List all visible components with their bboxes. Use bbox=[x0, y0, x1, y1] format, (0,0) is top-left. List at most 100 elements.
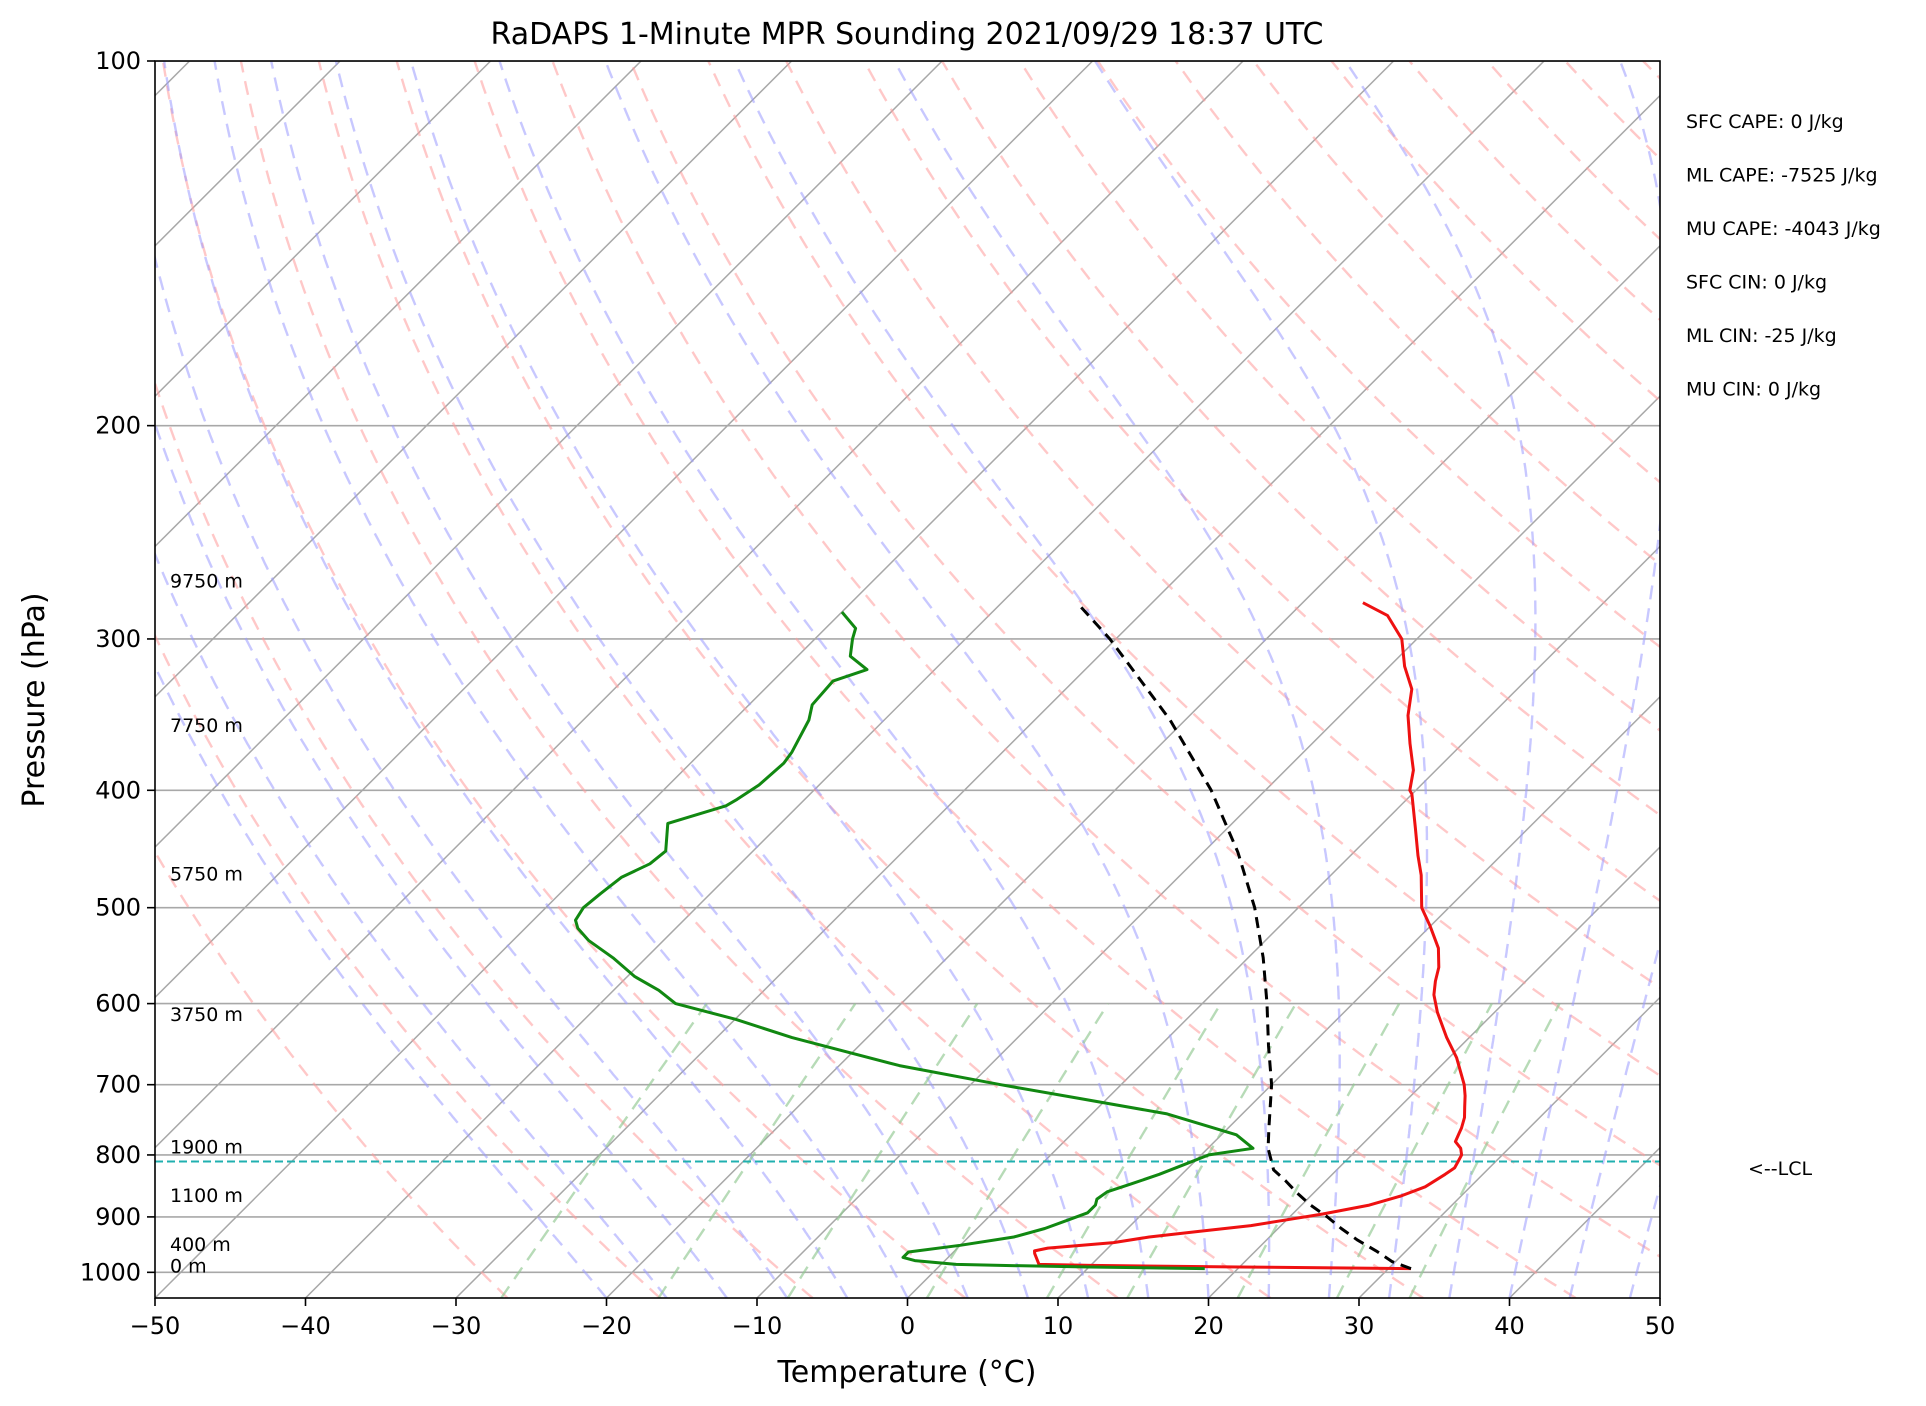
isotherm bbox=[1508, 1146, 1660, 1298]
height-label: 400 m bbox=[170, 1234, 231, 1256]
axes: −50 −40 −30 −20 −10 0 10 20 30 40 50 100 200 300 400 50… bbox=[80, 47, 1675, 1340]
dewpoint-profile bbox=[574, 611, 1255, 1271]
isotherm bbox=[155, 61, 943, 849]
dry-adiabat bbox=[1096, 61, 1660, 649]
moist-adiabat bbox=[155, 551, 668, 1298]
dry-adiabat bbox=[1330, 61, 1660, 403]
x-tick-label: −10 bbox=[732, 1312, 783, 1340]
parameter-annotations: SFC CAPE: 0 J/kg ML CAPE: -7525 J/kg MU CA… bbox=[1686, 111, 1881, 401]
moist-adiabat bbox=[155, 253, 789, 1298]
moist-adiabat bbox=[1568, 938, 1660, 1298]
parameter-annotation: ML CAPE: -7525 J/kg bbox=[1686, 165, 1878, 187]
dry-adiabat bbox=[1174, 61, 1660, 566]
moist-adiabat bbox=[604, 61, 1210, 1298]
mixing-ratio-line bbox=[786, 1002, 979, 1298]
dry-adiabat bbox=[1642, 61, 1660, 81]
isotherm bbox=[304, 61, 1545, 1298]
parcel-profile bbox=[1075, 601, 1412, 1271]
x-tick-label: 0 bbox=[900, 1312, 915, 1340]
moist-adiabat bbox=[155, 420, 728, 1298]
plot-area bbox=[155, 61, 1926, 1298]
isotherm bbox=[155, 61, 1094, 999]
isotherm bbox=[1659, 1296, 1660, 1298]
isotherm bbox=[155, 61, 642, 548]
x-tick-label: −40 bbox=[280, 1312, 331, 1340]
dry-adiabat bbox=[317, 61, 1272, 1298]
dry-adiabat bbox=[155, 379, 814, 1298]
isotherm bbox=[455, 94, 1660, 1298]
mixing-ratio-line bbox=[1126, 1002, 1297, 1298]
x-axis-label: Temperature (°C) bbox=[777, 1355, 1037, 1390]
parameter-annotation: ML CIN: -25 J/kg bbox=[1686, 325, 1837, 347]
moist-adiabat bbox=[1508, 61, 1660, 1298]
isotherm bbox=[1207, 846, 1660, 1298]
isotherm bbox=[155, 61, 492, 398]
chart-title: RaDAPS 1-Minute MPR Sounding 2021/09/29 … bbox=[491, 17, 1324, 52]
x-tick-label: 10 bbox=[1043, 1312, 1074, 1340]
x-tick-label: −20 bbox=[581, 1312, 632, 1340]
lcl-label: <--LCL bbox=[1748, 1158, 1812, 1180]
dry-adiabat bbox=[155, 632, 661, 1298]
isotherm bbox=[906, 545, 1660, 1298]
height-label: 3750 m bbox=[170, 1004, 243, 1026]
isotherm bbox=[1057, 695, 1660, 1298]
mixing-ratio-line bbox=[657, 1002, 857, 1298]
height-label: 5750 m bbox=[170, 864, 243, 886]
height-label: 1100 m bbox=[170, 1185, 243, 1207]
x-tick-label: −50 bbox=[130, 1312, 181, 1340]
x-tick-label: −30 bbox=[431, 1312, 482, 1340]
dry-adiabat bbox=[1252, 61, 1660, 484]
mixing-ratio-line bbox=[1045, 1002, 1222, 1298]
mixing-ratio-line bbox=[925, 1002, 1110, 1298]
isotherm bbox=[605, 244, 1660, 1298]
isotherm bbox=[155, 61, 1244, 1149]
y-tick-label: 600 bbox=[95, 990, 141, 1018]
dry-adiabat bbox=[239, 61, 1119, 1298]
y-tick-label: 1000 bbox=[80, 1258, 141, 1286]
x-tick-label: 50 bbox=[1645, 1312, 1676, 1340]
height-label: 0 m bbox=[170, 1255, 207, 1277]
dry-adiabat bbox=[161, 61, 967, 1298]
x-tick-label: 30 bbox=[1344, 1312, 1375, 1340]
isotherm bbox=[1358, 996, 1660, 1298]
y-tick-label: 200 bbox=[95, 412, 141, 440]
dry-adiabat bbox=[1564, 61, 1660, 161]
mixing-ratio-line bbox=[1236, 1003, 1401, 1298]
y-tick-label: 900 bbox=[95, 1203, 141, 1231]
moist-adiabat bbox=[213, 61, 909, 1298]
y-tick-label: 100 bbox=[95, 47, 141, 75]
x-tick-label: 20 bbox=[1193, 1312, 1224, 1340]
mixing-ratio-line bbox=[1408, 1003, 1561, 1298]
x-tick-label: 40 bbox=[1494, 1312, 1525, 1340]
height-label: 1900 m bbox=[170, 1137, 243, 1159]
mixing-ratio-line bbox=[1335, 1003, 1493, 1298]
dry-adiabat bbox=[1408, 61, 1660, 322]
dry-adiabat bbox=[395, 61, 1424, 1298]
moist-adiabat bbox=[334, 61, 1030, 1298]
isotherm bbox=[155, 61, 1395, 1298]
moist-adiabat bbox=[498, 61, 1150, 1298]
dry-adiabat bbox=[707, 61, 1660, 1078]
y-tick-label: 500 bbox=[95, 894, 141, 922]
moist-adiabat bbox=[155, 663, 608, 1298]
dry-adiabat bbox=[473, 61, 1577, 1298]
y-tick-label: 300 bbox=[95, 625, 141, 653]
parameter-annotation: MU CAPE: -4043 J/kg bbox=[1686, 218, 1881, 240]
isotherm bbox=[1811, 61, 1926, 1298]
moist-adiabat bbox=[1628, 1182, 1660, 1298]
dry-adiabat bbox=[863, 61, 1660, 903]
parameter-annotation: SFC CIN: 0 J/kg bbox=[1686, 272, 1827, 294]
isotherm bbox=[155, 61, 793, 698]
y-axis-label: Pressure (hPa) bbox=[17, 592, 52, 807]
dry-adiabat bbox=[1486, 61, 1660, 241]
parameter-annotation: MU CIN: 0 J/kg bbox=[1686, 379, 1821, 401]
height-labels: 9750 m 7750 m 5750 m 3750 m 1900 m 1100 m 400 … bbox=[170, 570, 243, 1277]
mixing-ratio-line bbox=[500, 1002, 708, 1298]
dry-adiabat bbox=[155, 849, 509, 1298]
y-tick-label: 400 bbox=[95, 776, 141, 804]
isotherm bbox=[756, 395, 1660, 1298]
moist-adiabat bbox=[1344, 61, 1537, 1298]
y-tick-label: 700 bbox=[95, 1071, 141, 1099]
dry-adiabat bbox=[1721, 61, 1926, 1298]
